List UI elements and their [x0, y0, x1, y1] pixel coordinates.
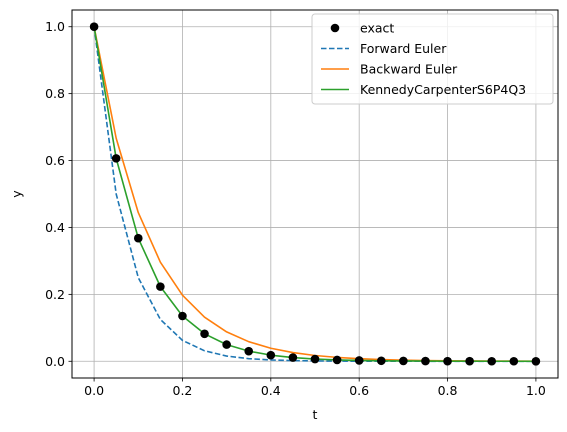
exact-point	[376, 356, 386, 366]
exact-point	[531, 356, 541, 366]
exact-point	[133, 233, 143, 243]
x-axis-label: t	[313, 407, 318, 422]
plot-frame	[71, 9, 559, 379]
exact-point	[222, 340, 231, 349]
exact-point	[509, 356, 519, 366]
exact-point	[443, 356, 452, 366]
exact-point	[178, 311, 187, 321]
series-layer	[89, 22, 541, 366]
exact-point	[89, 22, 99, 32]
legend: exact Forward Euler Backward Euler KennedyC…	[311, 13, 554, 105]
exact-point	[310, 354, 320, 364]
y-tick-label: 0.4	[45, 220, 65, 235]
y-tick-label: 0.8	[45, 86, 65, 101]
x-tick-label: 0.0	[84, 383, 104, 398]
legend-label-kennedycarpenters6p4q3: KennedyCarpenterS6P4Q3	[360, 82, 526, 97]
exact-point	[487, 356, 497, 366]
exact-point	[244, 346, 254, 356]
legend-box	[311, 13, 554, 105]
exact-point	[421, 356, 430, 366]
exact-point	[200, 329, 209, 339]
axis-ticks: 0.0 0.2 0.4 0.6 0.8 1.0 0.0 0.2 0.4 0.6 0.8 1.0	[45, 19, 546, 398]
x-tick-label: 0.2	[173, 383, 193, 398]
exact-point	[332, 355, 342, 365]
x-tick-label: 0.8	[438, 383, 458, 398]
x-tick-label: 0.6	[349, 383, 369, 398]
legend-label-backward-euler: Backward Euler	[360, 62, 458, 77]
legend-label-forward-euler: Forward Euler	[360, 41, 447, 56]
legend-label-exact: exact	[360, 21, 394, 36]
legend-marker-exact	[330, 23, 340, 33]
y-tick-label: 0.6	[45, 153, 65, 168]
exact-point	[354, 356, 364, 365]
exact-point	[288, 353, 298, 362]
x-tick-label: 1.0	[526, 383, 546, 398]
y-tick-label: 0.0	[45, 354, 65, 369]
y-tick-label: 1.0	[45, 19, 65, 34]
exact-point	[266, 350, 276, 360]
exact-point	[399, 356, 408, 366]
x-tick-label: 0.4	[261, 383, 281, 398]
y-tick-label: 0.2	[45, 287, 65, 302]
exact-point	[111, 154, 121, 163]
exact-point	[156, 282, 165, 291]
exact-point	[465, 356, 474, 366]
y-axis-label: y	[9, 190, 24, 198]
